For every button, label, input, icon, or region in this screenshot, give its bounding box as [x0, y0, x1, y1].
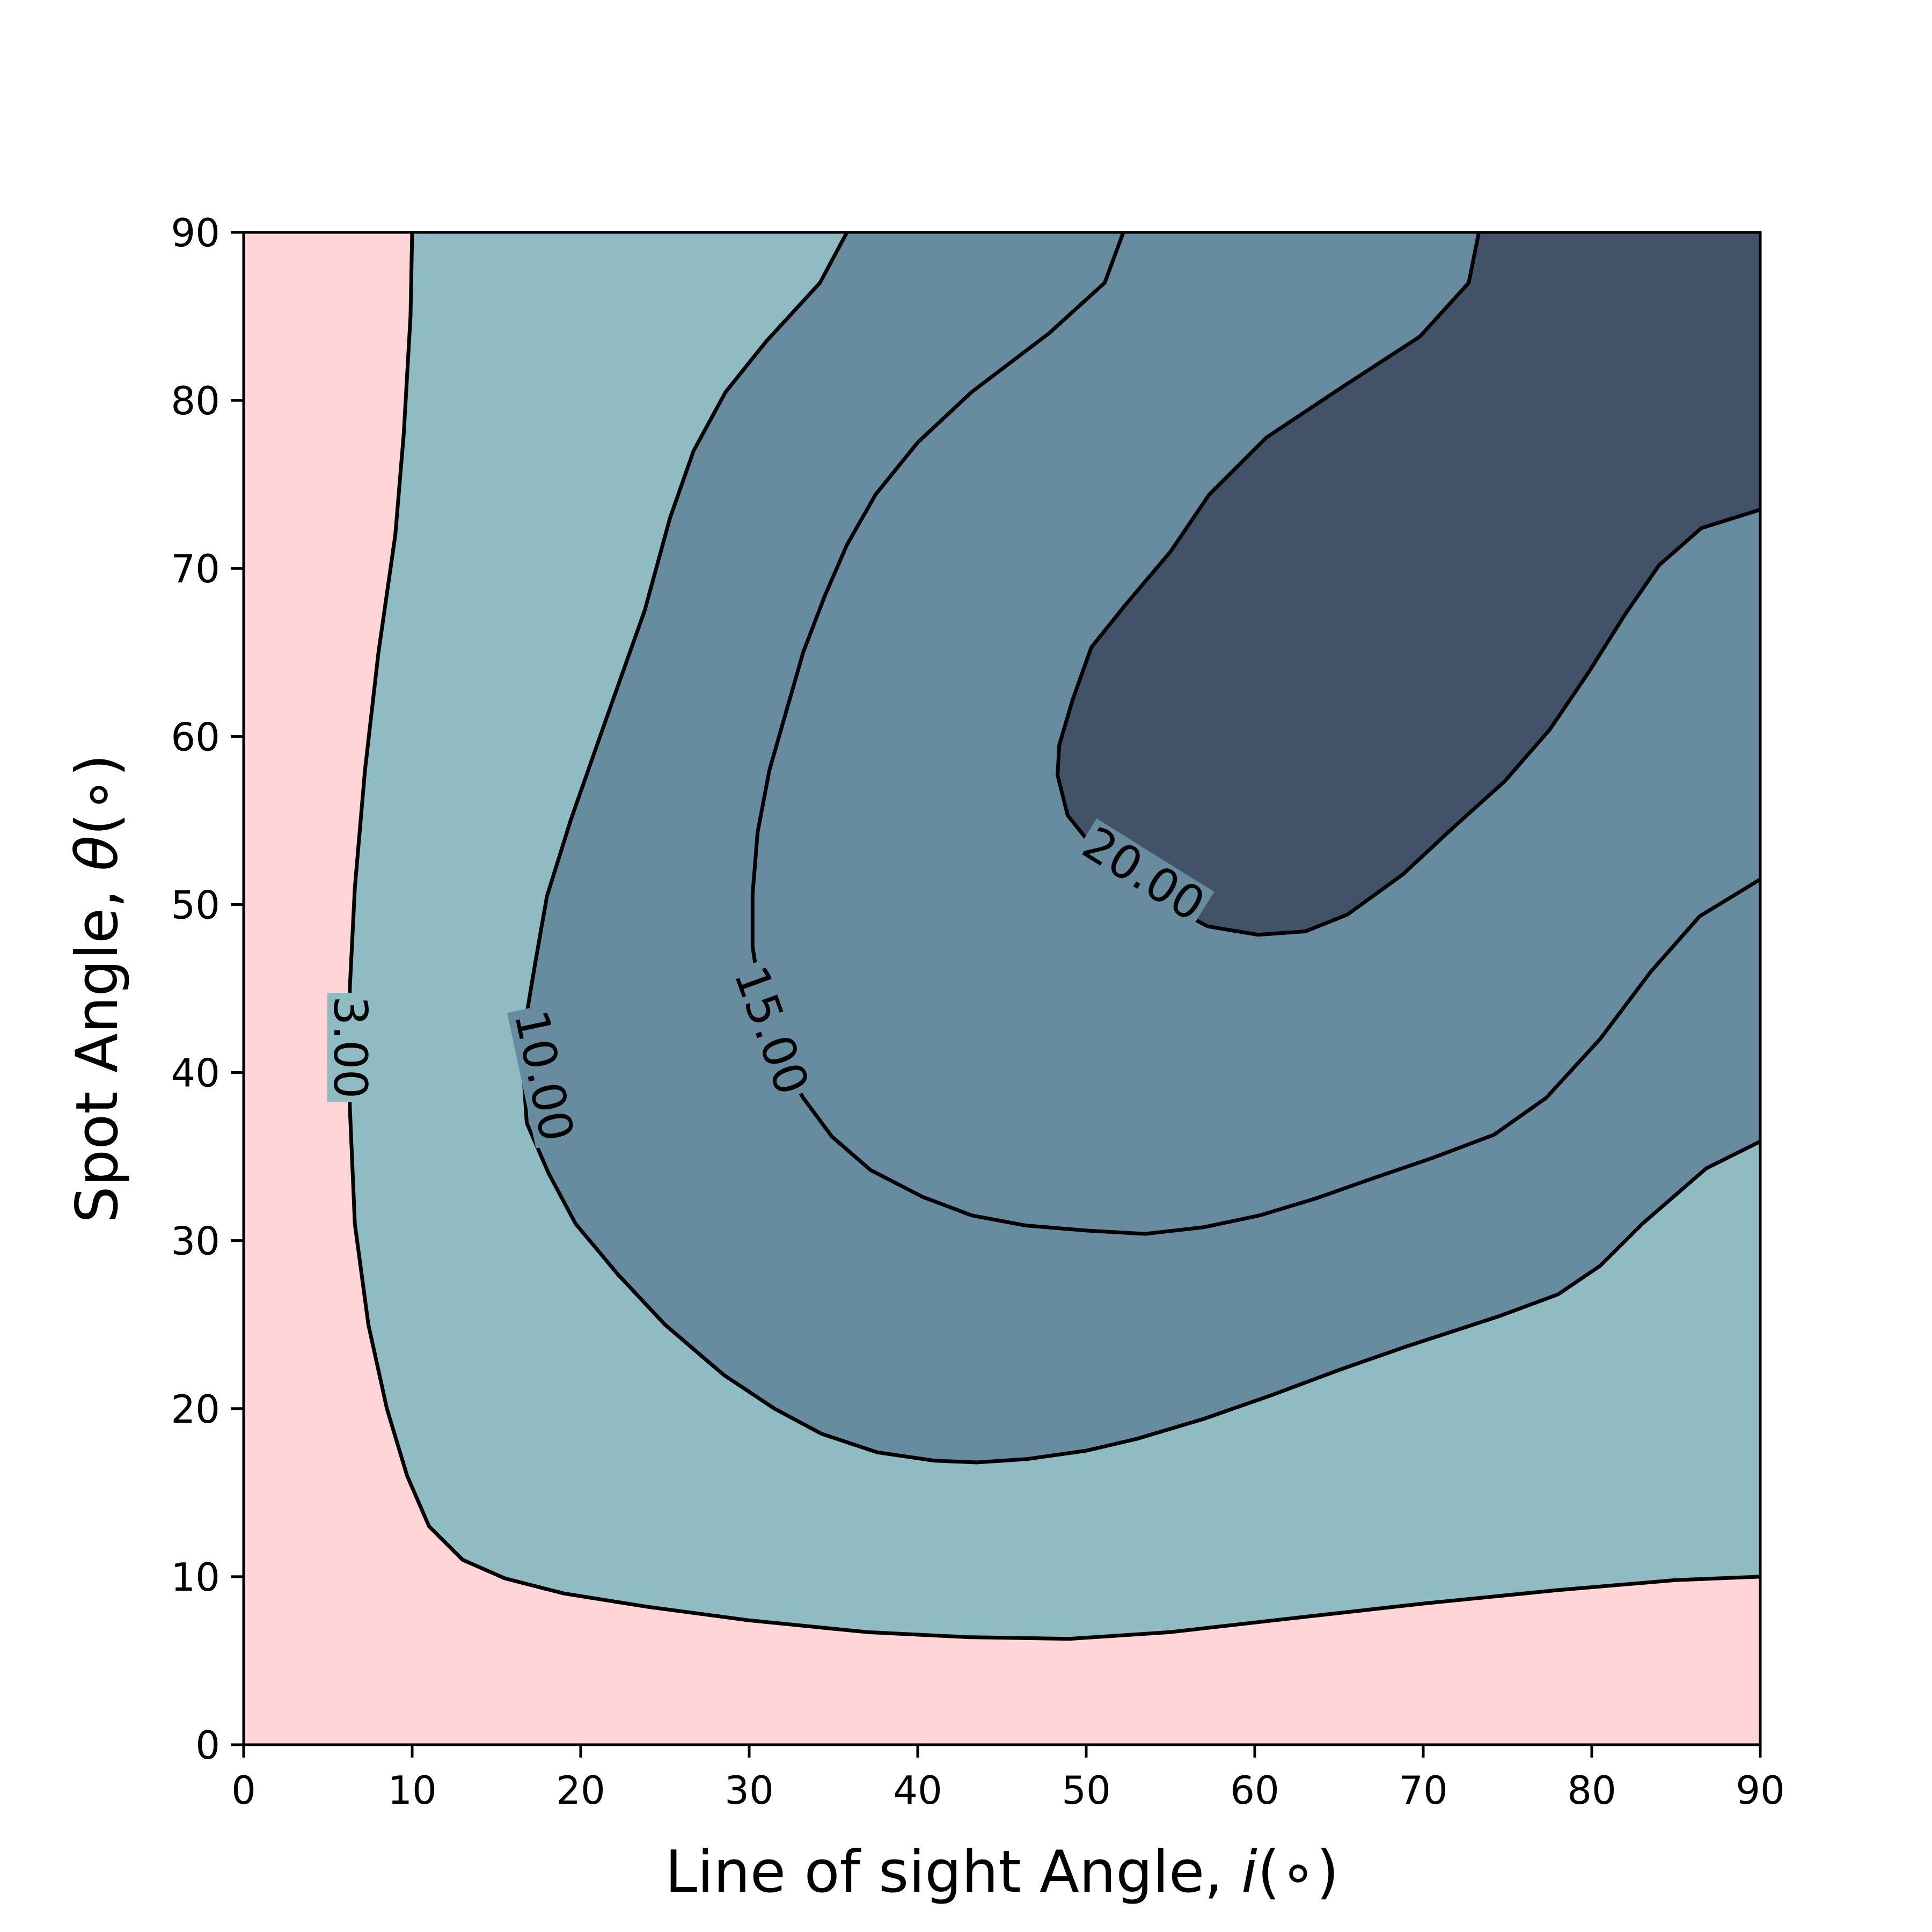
contour-line-3 — [348, 232, 1760, 1641]
y-tick-label: 40 — [171, 1051, 220, 1096]
x-axis-label: Line of sight Angle, i(∘) — [665, 1839, 1339, 1906]
contour-label-3: 3.00 — [323, 996, 377, 1099]
y-tick-label: 90 — [171, 210, 220, 255]
x-tick-label: 40 — [893, 1768, 942, 1813]
y-tick-label: 80 — [171, 378, 220, 423]
y-tick-label: 30 — [171, 1219, 220, 1264]
y-tick-label: 20 — [171, 1387, 220, 1432]
x-tick-label: 10 — [387, 1768, 437, 1813]
y-tick-label: 60 — [171, 714, 220, 759]
x-tick-label: 60 — [1230, 1768, 1279, 1813]
region-above-20 — [1057, 232, 1760, 935]
x-tick-label: 80 — [1567, 1768, 1616, 1813]
contour-label-gap-10 — [507, 1003, 580, 1148]
contour-label-gap-3 — [327, 992, 372, 1102]
y-axis-ticks: 0 10 20 30 40 50 60 70 80 90 — [171, 210, 244, 1768]
y-axis-label: Spot Angle, θ(∘) — [64, 754, 131, 1223]
x-tick-label: 70 — [1399, 1768, 1448, 1813]
x-tick-label: 50 — [1062, 1768, 1111, 1813]
x-tick-label: 0 — [231, 1768, 256, 1813]
x-axis-ticks: 0 10 20 30 40 50 60 70 80 90 — [231, 1745, 1785, 1813]
contour-label-gap-15 — [726, 957, 816, 1103]
y-tick-label: 0 — [195, 1723, 220, 1768]
x-tick-label: 20 — [556, 1768, 605, 1813]
contour-line-15 — [750, 232, 1760, 1236]
y-tick-label: 70 — [171, 546, 220, 591]
y-tick-label: 50 — [171, 882, 220, 927]
x-tick-label: 30 — [724, 1768, 774, 1813]
contour-fill-regions — [244, 232, 1760, 1745]
contour-line-10 — [521, 232, 1760, 1465]
y-tick-label: 10 — [171, 1555, 220, 1600]
contour-label-gap-20 — [1073, 818, 1214, 931]
x-tick-label: 90 — [1736, 1768, 1785, 1813]
plot-frame — [242, 231, 1762, 1746]
